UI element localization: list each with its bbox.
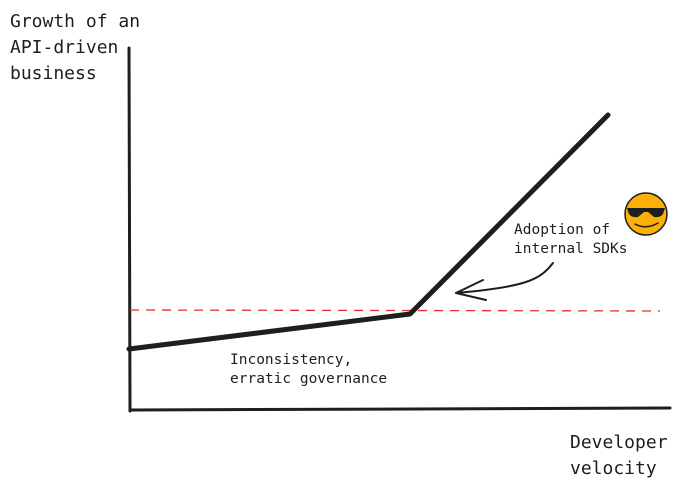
- x-axis-label: Developer velocity: [570, 432, 668, 479]
- arrow-head: [455, 279, 487, 301]
- growth-line: [126, 112, 611, 352]
- curved-arrow: [455, 262, 554, 294]
- annotation-inconsistency: Inconsistency, erratic governance: [230, 352, 388, 387]
- y-axis-label: Growth of an API-driven business: [10, 11, 141, 84]
- y-axis: [127, 46, 132, 413]
- threshold-dashed-line: [129, 309, 661, 312]
- x-axis: [128, 406, 672, 412]
- sunglasses-smiley-icon: [624, 192, 668, 236]
- annotation-sdk-adoption: Adoption of internal SDKs: [514, 222, 628, 257]
